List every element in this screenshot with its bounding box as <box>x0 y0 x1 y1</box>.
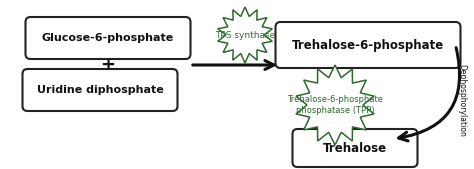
Text: Trehalose-6-phosphate: Trehalose-6-phosphate <box>292 39 444 52</box>
Text: Uridine diphosphate: Uridine diphosphate <box>36 85 164 95</box>
FancyBboxPatch shape <box>22 69 177 111</box>
Text: Glucose-6-phosphate: Glucose-6-phosphate <box>42 33 174 43</box>
Text: Trehalose-6-phosphate
phosphatase (TPP): Trehalose-6-phosphate phosphatase (TPP) <box>287 95 383 115</box>
Text: Dephosphorylation: Dephosphorylation <box>457 64 466 136</box>
Polygon shape <box>296 65 374 145</box>
FancyBboxPatch shape <box>275 22 461 68</box>
Polygon shape <box>218 7 272 63</box>
Text: +: + <box>100 56 116 74</box>
Text: Trehalose: Trehalose <box>323 141 387 154</box>
FancyBboxPatch shape <box>292 129 418 167</box>
FancyBboxPatch shape <box>26 17 191 59</box>
Text: TPS synthase: TPS synthase <box>215 30 275 40</box>
